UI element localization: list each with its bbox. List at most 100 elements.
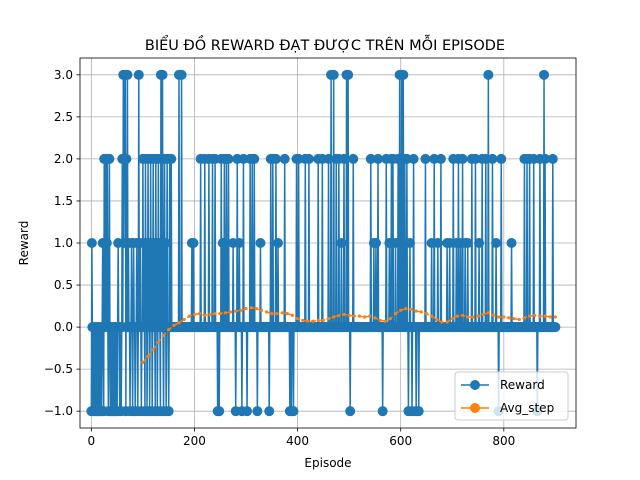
legend: Reward Avg_step: [454, 371, 569, 421]
avg-step-point: [404, 306, 408, 311]
avg-step-point: [167, 328, 171, 332]
reward-point: [104, 153, 115, 164]
reward-point: [133, 69, 144, 80]
reward-point: [86, 238, 97, 248]
reward-point: [328, 69, 339, 80]
avg-step-point: [460, 313, 465, 317]
avg-step-point: [321, 318, 325, 322]
reward-point: [279, 153, 290, 164]
avg-step-point: [301, 318, 305, 322]
y-axis: −1.0 −0.5 0.0 0.5 1.0 1.5 2.0 2.5 3.0: [44, 68, 80, 418]
reward-point: [249, 153, 260, 164]
avg-step-point: [208, 312, 212, 317]
avg-step-point: [435, 317, 439, 322]
avg-step-point: [409, 307, 413, 312]
avg-step-point: [156, 340, 160, 344]
reward-point: [435, 153, 446, 164]
reward-point: [223, 153, 234, 164]
reward-point: [214, 406, 225, 417]
avg-step-point: [259, 308, 264, 312]
reward-point: [457, 153, 468, 164]
reward-point: [157, 69, 168, 80]
avg-step-point: [502, 315, 506, 319]
avg-step-point: [486, 311, 490, 315]
reward-point: [483, 69, 494, 80]
legend-reward-label: Reward: [500, 378, 545, 392]
reward-point: [270, 153, 281, 164]
avg-step-point: [203, 313, 207, 317]
avg-step-point: [497, 315, 501, 319]
reward-point: [547, 153, 558, 164]
reward-point: [343, 69, 354, 80]
y-tick-label: 1.0: [54, 236, 73, 250]
avg-step-point: [543, 314, 547, 318]
avg-step-point: [548, 315, 552, 319]
reward-point: [377, 406, 388, 417]
avg-step-point: [228, 310, 233, 314]
avg-step-point: [378, 318, 382, 322]
avg-step-point: [430, 314, 434, 318]
avg-step-point: [481, 312, 485, 317]
avg-step-point: [295, 317, 300, 321]
reward-point: [166, 153, 177, 164]
reward-point: [432, 238, 443, 248]
y-axis-label: Reward: [17, 221, 31, 266]
avg-step-point: [218, 312, 222, 316]
avg-step-point: [265, 310, 269, 314]
reward-point: [272, 238, 283, 248]
avg-step-point: [198, 312, 202, 316]
avg-step-point: [352, 314, 356, 318]
avg-step-point: [538, 314, 542, 318]
avg-step-point: [383, 319, 387, 323]
y-tick-label: 0.0: [54, 320, 73, 334]
y-tick-label: 2.0: [54, 152, 73, 166]
avg-step-point: [368, 314, 372, 318]
x-tick-label: 800: [492, 434, 515, 448]
avg-step-point: [455, 314, 460, 318]
y-tick-label: −0.5: [44, 362, 73, 376]
avg-step-point: [177, 321, 181, 325]
avg-step-point: [393, 312, 398, 316]
avg-step-point: [182, 317, 186, 322]
reward-point: [336, 238, 347, 248]
avg-step-point: [399, 308, 403, 312]
avg-step-point: [213, 312, 217, 316]
avg-step-point: [249, 306, 253, 310]
avg-step-point: [275, 312, 279, 316]
reward-point: [496, 153, 507, 164]
avg-step-point: [388, 317, 392, 321]
reward-point: [420, 153, 431, 164]
reward-point: [217, 238, 228, 248]
avg-step-point: [172, 323, 176, 328]
reward-point: [408, 153, 419, 164]
avg-step-point: [342, 312, 346, 317]
avg-step-point: [491, 313, 496, 317]
legend-reward-marker: [470, 380, 480, 390]
avg-step-point: [311, 319, 315, 323]
reward-point: [345, 406, 356, 417]
plot-area: [86, 69, 561, 417]
reward-point: [539, 69, 550, 80]
reward-point: [348, 153, 359, 164]
reward-point: [474, 238, 485, 248]
avg-step-point: [414, 309, 418, 313]
y-tick-label: −1.0: [44, 404, 73, 418]
avg-step-point: [528, 314, 532, 318]
reward-point: [252, 406, 263, 417]
avg-step-point: [161, 333, 166, 338]
avg-step-point: [290, 313, 295, 317]
reward-point: [487, 153, 498, 164]
y-tick-label: 0.5: [54, 278, 73, 292]
reward-point: [404, 238, 415, 248]
reward-point: [255, 238, 266, 248]
x-axis: 0 200 400 600 800: [88, 428, 515, 448]
avg-step-point: [285, 312, 289, 316]
reward-point: [338, 153, 349, 164]
avg-step-point: [517, 317, 521, 322]
avg-step-point: [187, 314, 191, 318]
reward-point: [365, 153, 376, 164]
avg-step-series-line: [142, 306, 556, 363]
avg-step-point: [280, 311, 284, 315]
avg-step-point: [512, 317, 516, 321]
